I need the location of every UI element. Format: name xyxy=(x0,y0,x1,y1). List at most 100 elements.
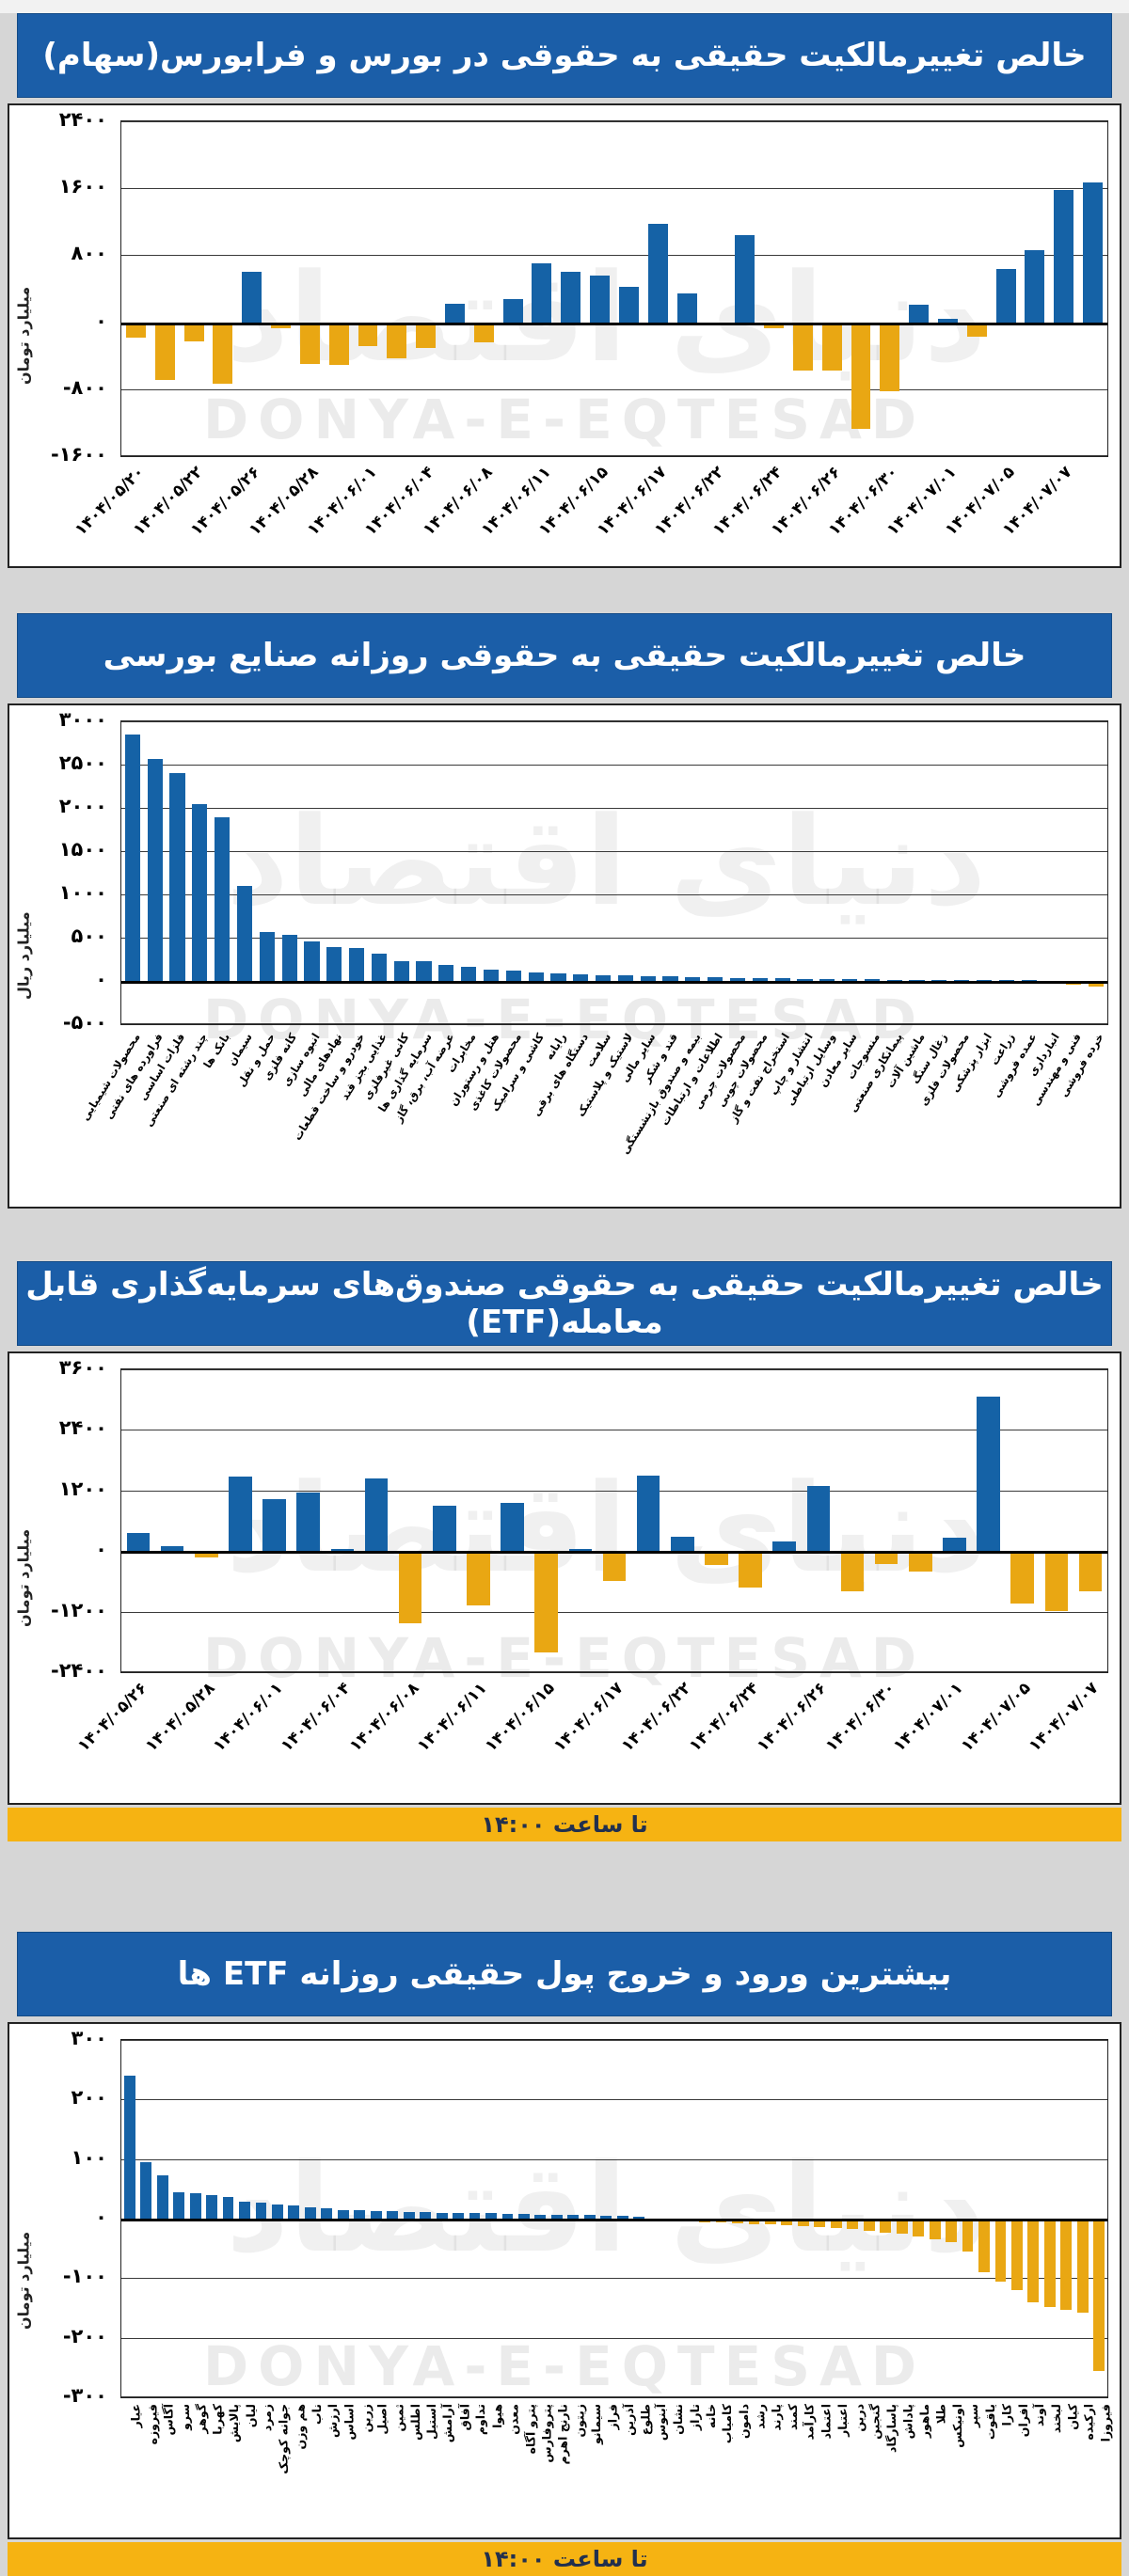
bar-positive xyxy=(977,1396,1000,1552)
y-tick-label: ۳۰۰ xyxy=(71,2027,107,2049)
bar-negative xyxy=(962,2219,974,2252)
bar-positive xyxy=(517,2213,530,2219)
bar-negative xyxy=(358,322,378,346)
bar-positive xyxy=(647,223,668,323)
y-tick-label: -۲۴۰۰ xyxy=(51,1659,107,1682)
y-tick-label: ۲۰۰۰ xyxy=(58,795,107,817)
bar-positive xyxy=(126,1533,151,1552)
plot-area xyxy=(120,120,1108,457)
chart-box: دنیای اقتصاد DONYA-E-EQTESAD میلیارد توم… xyxy=(8,103,1121,568)
bar-negative xyxy=(154,322,175,380)
y-tick-label: ۲۴۰۰ xyxy=(58,108,107,131)
bar-positive xyxy=(371,953,387,981)
bar-positive xyxy=(192,804,208,981)
bar-negative xyxy=(739,1551,762,1588)
y-tick-label: ۲۴۰۰ xyxy=(58,1416,107,1440)
chart-box: دنیای اقتصاد DONYA-E-EQTESAD میلیارد توم… xyxy=(8,1351,1121,1805)
plot-area xyxy=(120,2039,1108,2398)
gridline xyxy=(121,455,1107,456)
bar-positive xyxy=(461,967,477,981)
bar-positive xyxy=(561,272,581,323)
bar-positive xyxy=(568,1549,593,1552)
watermark-latin: DONYA-E-EQTESAD xyxy=(202,1626,927,1690)
y-tick-label: ۲۰۰ xyxy=(71,2086,107,2110)
bar-positive xyxy=(534,2214,547,2219)
bar-negative xyxy=(1076,2219,1089,2314)
plot-area xyxy=(120,1368,1108,1673)
bar-positive xyxy=(169,773,185,981)
bar-positive xyxy=(528,972,544,981)
zero-axis-line xyxy=(121,1551,1107,1555)
bar-positive xyxy=(348,947,365,981)
y-axis-ticks: ۲۴۰۰ ۱۶۰۰ ۸۰۰ ۰ -۸۰۰ -۱۶۰۰ xyxy=(9,108,115,466)
bar-negative xyxy=(602,1551,627,1582)
watermark-persian: دنیای اقتصاد xyxy=(226,2137,987,2280)
watermark-persian: دنیای اقتصاد xyxy=(226,790,987,933)
bar-negative xyxy=(271,322,291,328)
bar-negative xyxy=(797,2219,809,2226)
chart-panel-etf-flows: بیشترین ورود و خروج پول حقیقی روزانه ETF… xyxy=(8,1932,1121,2576)
bar-positive xyxy=(806,1485,831,1552)
bar-negative xyxy=(764,2219,776,2225)
bar-positive xyxy=(173,2191,185,2219)
zero-axis-line xyxy=(121,981,1107,984)
bar-negative xyxy=(705,1551,728,1565)
bar-negative xyxy=(847,2219,859,2230)
bar-positive xyxy=(729,977,746,981)
bar-negative xyxy=(874,1551,898,1564)
bar-positive xyxy=(453,2212,464,2219)
y-tick-label: -۱۰۰ xyxy=(62,2265,107,2288)
gridline xyxy=(121,1671,1107,1672)
bar-positive xyxy=(147,758,163,981)
bar-positive xyxy=(590,275,611,323)
watermark-latin: DONYA-E-EQTESAD xyxy=(202,2334,927,2398)
gridline xyxy=(121,121,1107,122)
bar-positive xyxy=(160,1546,184,1552)
gridline xyxy=(121,938,1107,939)
gridline xyxy=(121,894,1107,895)
y-tick-label: ۱۰۰ xyxy=(71,2145,107,2169)
bar-positive xyxy=(550,2214,563,2219)
page-top-strip xyxy=(0,0,1129,13)
bar-positive xyxy=(550,973,566,981)
bar-negative xyxy=(183,322,204,342)
bar-positive xyxy=(239,2202,250,2219)
bar-positive xyxy=(156,2175,168,2219)
bar-positive xyxy=(819,978,835,981)
bar-positive xyxy=(1083,182,1104,323)
bar-positive xyxy=(436,2212,448,2219)
gridline xyxy=(121,765,1107,766)
y-tick-label: ۱۰۰۰ xyxy=(58,881,107,904)
bar-positive xyxy=(618,287,639,323)
chart-panel-etf: خالص تغییرمالکیت حقیقی به حقوقی صندوق‌ها… xyxy=(8,1261,1121,1841)
bar-negative xyxy=(1078,1551,1103,1591)
bar-negative xyxy=(966,322,987,337)
y-tick-label: ۱۲۰۰ xyxy=(58,1477,107,1500)
bar-positive xyxy=(954,979,970,981)
gridline xyxy=(121,2396,1107,2397)
bar-positive xyxy=(416,961,432,981)
bar-positive xyxy=(296,1492,321,1552)
x-axis-labels: ۱۴۰۴/۰۵/۲۰ ۱۴۰۴/۰۵/۲۲ ۱۴۰۴/۰۵/۲۶ ۱۴۰۴/۰۵/۲۸… xyxy=(71,463,1076,540)
bar-positive xyxy=(304,2206,316,2219)
bar-negative xyxy=(299,322,320,365)
bar-positive xyxy=(420,2212,432,2219)
bar-positive xyxy=(206,2194,217,2219)
gridline xyxy=(121,851,1107,852)
bar-positive xyxy=(236,885,253,981)
y-tick-label: ۱۵۰۰ xyxy=(58,838,107,861)
y-tick-label: ۳۶۰۰ xyxy=(58,1356,107,1379)
bar-negative xyxy=(328,322,349,365)
bar-positive xyxy=(259,932,275,981)
gridline xyxy=(121,2278,1107,2280)
bar-positive xyxy=(281,935,297,981)
bar-negative xyxy=(1093,2219,1105,2371)
gridline xyxy=(121,1023,1107,1024)
time-note-strip: تا ساعت ۱۴:۰۰ xyxy=(8,2542,1121,2576)
bar-positive xyxy=(532,263,552,323)
bar-positive xyxy=(600,2215,612,2219)
bar-positive xyxy=(931,979,947,981)
bar-positive xyxy=(501,1503,524,1552)
bar-positive xyxy=(370,2210,382,2219)
bar-negative xyxy=(1010,2219,1023,2290)
